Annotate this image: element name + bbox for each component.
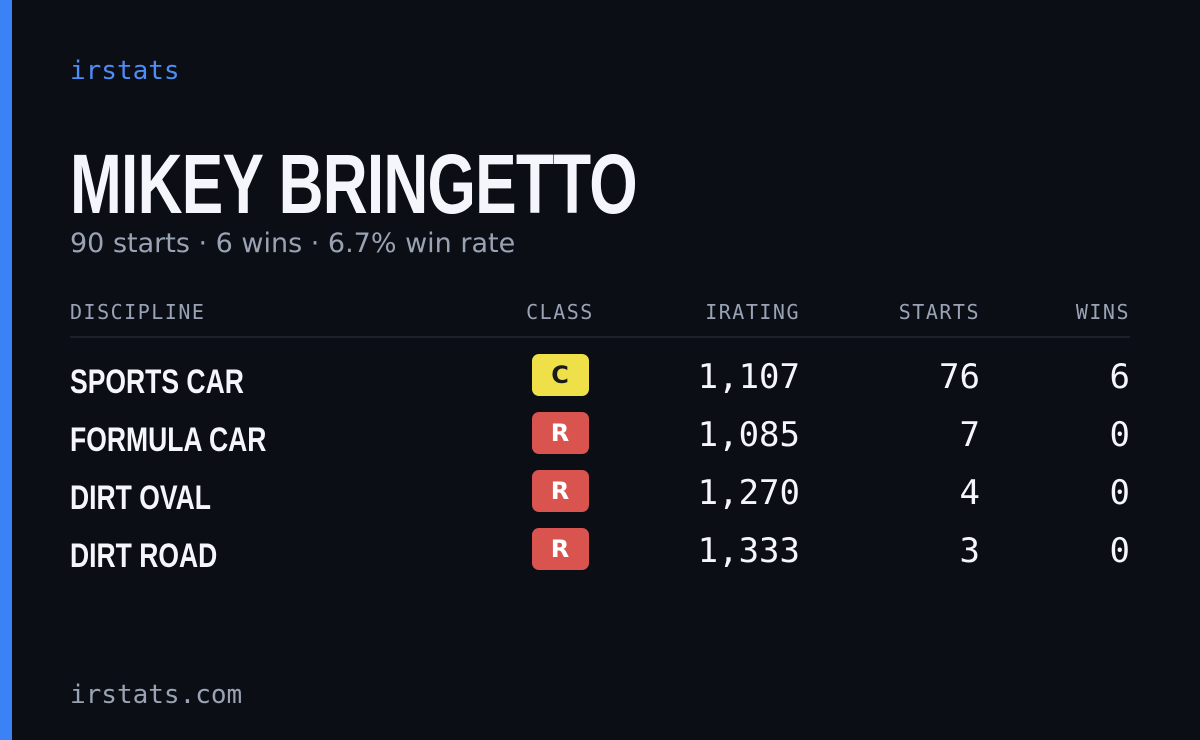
brand: irstats — [70, 56, 180, 86]
footer: irstats.com — [70, 680, 243, 710]
class-badge: R — [531, 412, 589, 454]
column-header: IRATING — [705, 300, 800, 324]
wins: 0 — [1109, 473, 1130, 513]
irating: 1,085 — [697, 415, 800, 455]
starts: 4 — [959, 473, 980, 513]
column-header: STARTS — [898, 300, 980, 324]
wins: 0 — [1109, 415, 1130, 455]
irating: 1,333 — [697, 531, 800, 571]
discipline: DIRT OVAL — [70, 479, 211, 517]
column-header: CLASS — [526, 300, 594, 324]
class-badge: C — [531, 354, 589, 396]
irating: 1,270 — [697, 473, 800, 513]
column-header: WINS — [1075, 300, 1130, 324]
accent-bar — [0, 0, 12, 740]
discipline: DIRT ROAD — [70, 537, 218, 575]
discipline: FORMULA CAR — [70, 421, 267, 459]
wins: 6 — [1109, 357, 1130, 397]
class-badge: R — [531, 470, 589, 512]
discipline: SPORTS CAR — [70, 363, 244, 401]
irating: 1,107 — [697, 357, 800, 397]
column-header: DISCIPLINE — [70, 300, 206, 324]
starts: 7 — [959, 415, 980, 455]
starts: 76 — [939, 357, 980, 397]
summary: 90 starts · 6 wins · 6.7% win rate — [70, 228, 516, 259]
starts: 3 — [959, 531, 980, 571]
wins: 0 — [1109, 531, 1130, 571]
class-badge: R — [531, 528, 589, 570]
header-rule — [70, 336, 1130, 338]
player-name: MIKEY BRINGETTO — [70, 137, 638, 231]
